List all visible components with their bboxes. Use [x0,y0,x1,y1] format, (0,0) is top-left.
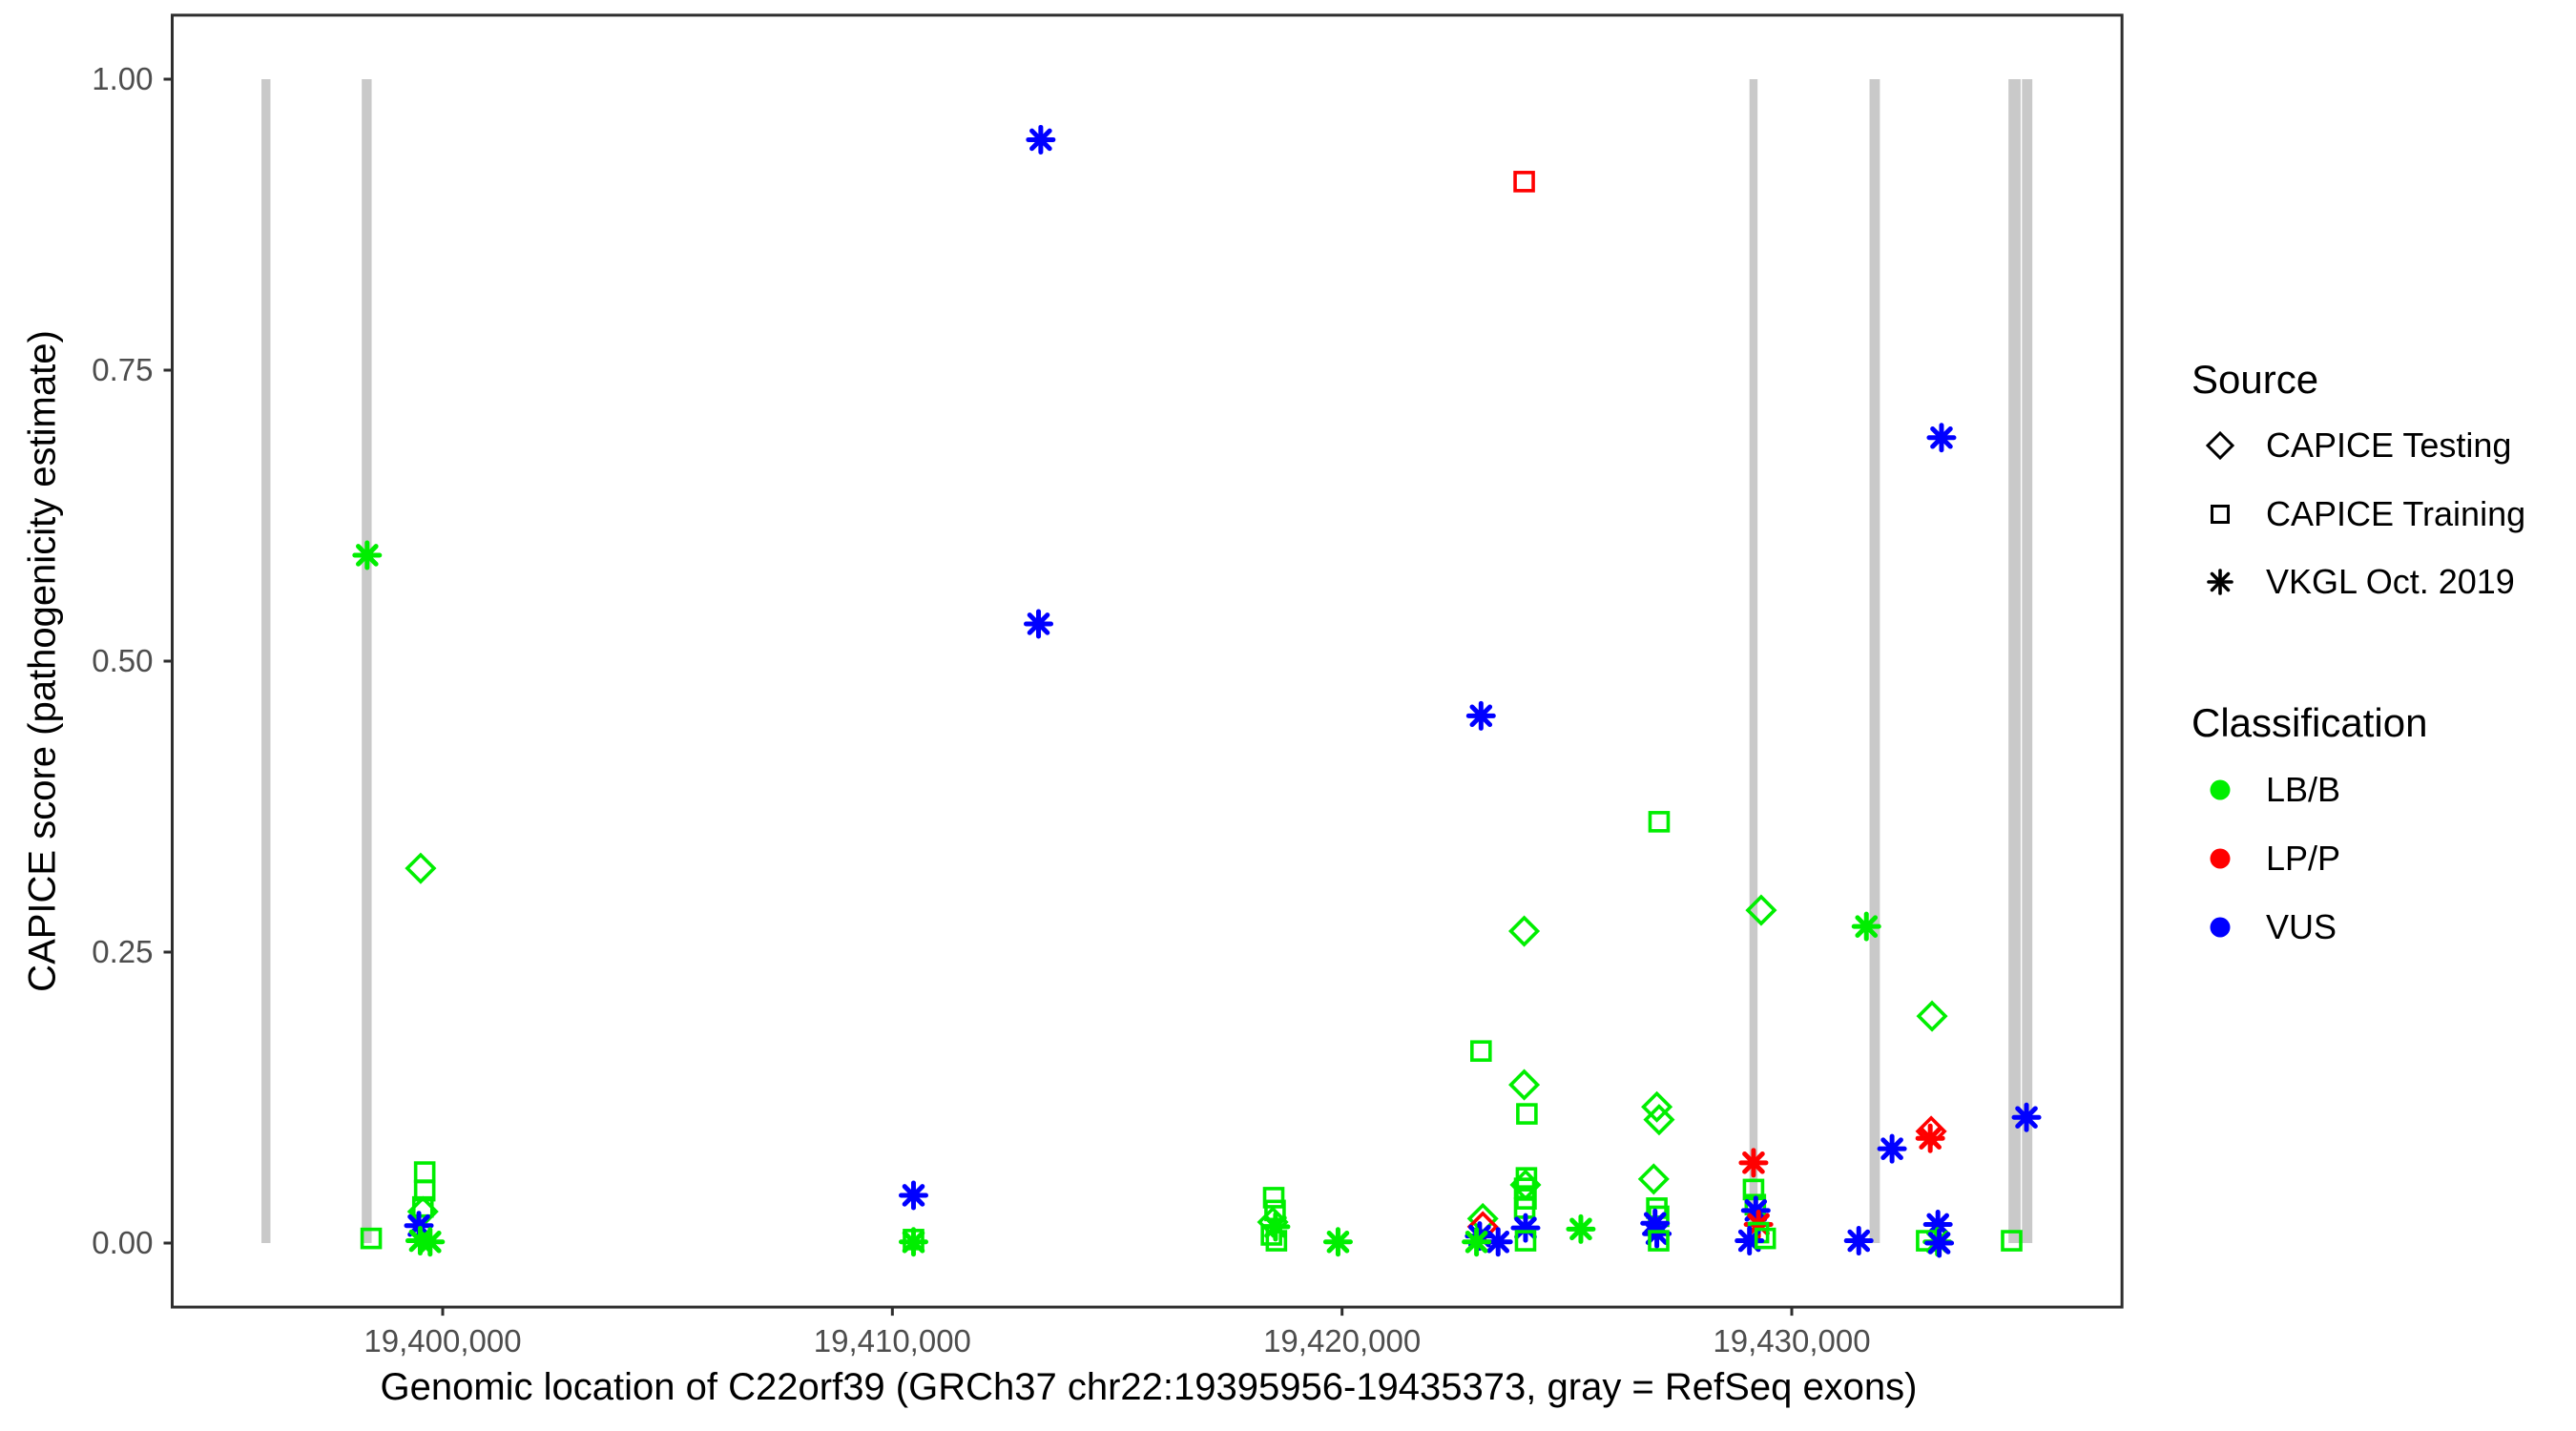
legend-item-lpp: LP/P [2199,838,2340,880]
refseq-exon-bar [1749,79,1758,1243]
diamond-icon [2205,430,2235,461]
data-point-diamond [1745,894,1777,926]
legend-classification-title: Classification [2192,700,2428,745]
y-tick-label: 0.25 [92,934,153,969]
data-point-asterisk [1026,124,1056,155]
refseq-exon-bar [362,79,372,1243]
x-axis-title: Genomic location of C22orf39 (GRCh37 chr… [380,1366,1918,1408]
data-point-diamond [1916,1000,1948,1032]
data-point-asterisk [1926,423,1957,453]
legend-item-label: VKGL Oct. 2019 [2266,562,2515,601]
data-point-asterisk [1738,1148,1769,1178]
data-point-diamond [1643,1104,1675,1136]
data-point-square [1754,1227,1776,1250]
data-point-square [1648,1230,1670,1252]
data-point-asterisk [1510,1213,1541,1243]
blue-dot-icon [2210,917,2231,938]
data-point-asterisk [898,1180,928,1211]
data-point-square [413,1161,436,1183]
refseq-exon-bar [2022,79,2033,1243]
data-point-square [1262,1187,1285,1209]
x-tick-label: 19,420,000 [1263,1323,1421,1358]
x-tick-label: 19,430,000 [1713,1323,1870,1358]
asterisk-icon [2207,569,2233,595]
data-point-square [1513,171,1535,193]
data-point-asterisk [1851,911,1881,942]
data-point-asterisk [1877,1133,1907,1164]
legend-item-label: VUS [2266,907,2337,946]
x-tick-label: 19,410,000 [814,1323,971,1358]
data-point-asterisk [1924,1228,1955,1258]
data-point-asterisk [352,540,383,570]
legend-item-lbb: LB/B [2199,769,2340,811]
data-point-asterisk [2011,1102,2042,1132]
legend-item-label: CAPICE Training [2266,494,2526,533]
refseq-exon-bar [261,79,271,1243]
legend-item-label: LB/B [2266,770,2341,809]
legend-item-vus: VUS [2199,906,2337,948]
data-point-asterisk [1915,1123,1945,1153]
y-tick-label: 0.00 [92,1225,153,1260]
y-axis-title: CAPICE score (pathogenicity estimate) [21,330,64,992]
data-point-diamond [1641,1090,1673,1123]
data-point-asterisk [1322,1227,1353,1257]
panel-border [170,13,2124,1309]
legend-item-capice-training: CAPICE Training [2199,493,2525,535]
data-point-asterisk [898,1227,928,1257]
data-point-diamond [1508,915,1541,947]
square-icon [2211,505,2230,524]
data-point-square [1265,1230,1288,1252]
data-point-asterisk [1843,1226,1874,1256]
data-point-asterisk [1735,1226,1765,1256]
legend-item-label: LP/P [2266,839,2341,878]
legend-item-label: CAPICE Testing [2266,425,2512,465]
data-point-asterisk [1465,700,1496,731]
data-point-square [1514,1230,1537,1252]
y-tick-label: 1.00 [92,61,153,96]
data-point-diamond [1637,1163,1670,1195]
red-dot-icon [2210,848,2231,869]
y-tick-label: 0.50 [92,643,153,678]
green-dot-icon [2210,779,2231,800]
data-point-asterisk [1462,1227,1492,1257]
legend-item-capice-testing: CAPICE Testing [2199,425,2511,467]
data-point-square [1470,1040,1492,1062]
y-tick-label: 0.75 [92,352,153,387]
refseq-exon-bar [1869,79,1880,1243]
data-point-square [360,1227,383,1250]
refseq-exon-bar [2008,79,2021,1243]
data-point-square [1516,1103,1538,1125]
data-point-square [1260,1224,1282,1246]
data-point-square [1648,811,1671,833]
legend-source-title: Source [2192,357,2319,402]
x-tick-label: 19,400,000 [364,1323,521,1358]
data-point-asterisk [1566,1213,1596,1244]
data-point-square [2001,1230,2023,1252]
data-point-diamond [1508,1068,1541,1101]
data-point-asterisk [1024,609,1054,639]
data-point-diamond [405,852,437,884]
legend-item-vkgl: VKGL Oct. 2019 [2199,561,2515,603]
data-point-asterisk [415,1227,446,1257]
